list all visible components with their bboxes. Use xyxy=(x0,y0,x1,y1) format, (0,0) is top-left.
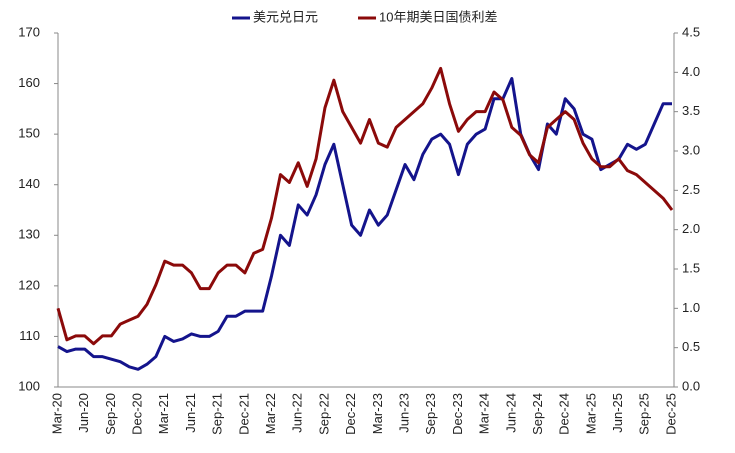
x-tick-label: Mar-22 xyxy=(263,393,278,434)
y-tick-label: 110 xyxy=(19,328,40,343)
x-tick-label: Sep-25 xyxy=(637,393,652,435)
x-tick-label: Jun-20 xyxy=(76,393,91,433)
x-tick-label: Mar-24 xyxy=(477,393,492,434)
x-tick-label: Jun-21 xyxy=(183,393,198,433)
series-line xyxy=(56,66,674,346)
x-tick-label: Mar-20 xyxy=(49,393,64,434)
y-tick-label: 150 xyxy=(18,126,40,141)
x-tick-label: Sep-23 xyxy=(423,393,438,435)
x-tick-label: Jun-24 xyxy=(503,393,518,433)
y2-tick-label: 3.0 xyxy=(682,142,700,157)
legend-label: 美元兑日元 xyxy=(253,9,318,24)
y2-tick-label: 4.5 xyxy=(682,24,700,39)
x-tick-label: Sep-24 xyxy=(530,393,545,435)
x-tick-label: Sep-21 xyxy=(210,393,225,435)
y2-tick-label: 1.5 xyxy=(682,260,700,275)
x-tick-label: Mar-23 xyxy=(370,393,385,434)
y2-tick-label: 0.0 xyxy=(682,378,700,393)
y2-tick-label: 1.0 xyxy=(682,300,700,315)
series-line xyxy=(57,77,672,371)
x-tick-label: Mar-21 xyxy=(156,393,171,434)
y-tick-label: 100 xyxy=(18,378,40,393)
x-tick-label: Sep-20 xyxy=(103,393,118,435)
x-tick-label: Dec-25 xyxy=(663,393,678,435)
x-tick-label: Dec-22 xyxy=(343,393,358,435)
x-tick-label: Jun-22 xyxy=(290,393,305,433)
x-tick-label: Mar-25 xyxy=(583,393,598,434)
x-tick-label: Jun-25 xyxy=(610,393,625,433)
y-tick-label: 170 xyxy=(18,24,40,39)
legend-label: 10年期美日国债利差 xyxy=(379,9,497,24)
y2-tick-label: 4.0 xyxy=(682,64,700,79)
x-tick-label: Dec-23 xyxy=(450,393,465,435)
x-tick-label: Dec-20 xyxy=(130,393,145,435)
x-tick-label: Dec-21 xyxy=(236,393,251,435)
y2-tick-label: 3.5 xyxy=(682,103,700,118)
y2-tick-label: 2.0 xyxy=(682,221,700,236)
y-tick-label: 160 xyxy=(18,75,40,90)
x-tick-label: Jun-23 xyxy=(396,393,411,433)
x-tick-label: Dec-24 xyxy=(557,393,572,435)
y-tick-label: 140 xyxy=(18,176,40,191)
y2-tick-label: 0.5 xyxy=(682,339,700,354)
y-tick-label: 130 xyxy=(18,227,40,242)
x-tick-label: Sep-22 xyxy=(316,393,331,435)
y-tick-label: 120 xyxy=(18,277,40,292)
y2-tick-label: 2.5 xyxy=(682,182,700,197)
